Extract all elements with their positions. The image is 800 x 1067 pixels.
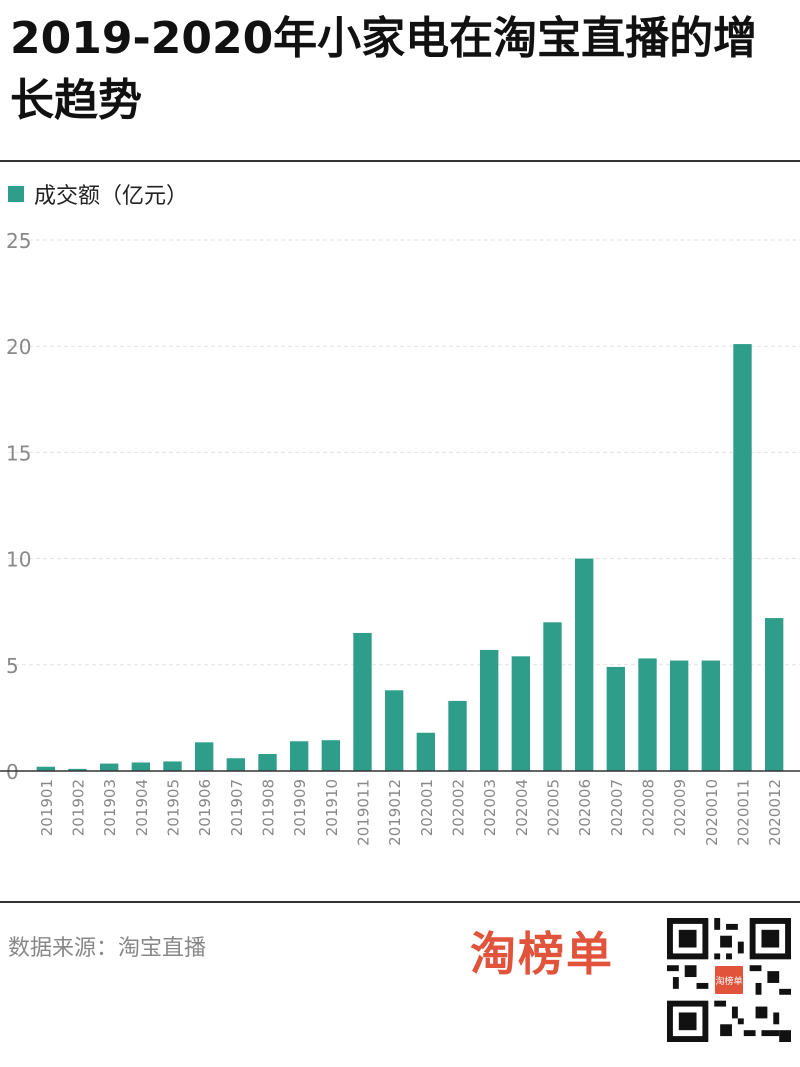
bar xyxy=(226,758,246,771)
bar xyxy=(448,700,467,771)
y-tick-label: 25 xyxy=(6,229,31,253)
legend: 成交额（亿元） xyxy=(8,178,188,210)
bar-chart: 0 5 10 15 20 25 201901 201902 201903 201904 201905… xyxy=(0,229,800,846)
x-tick-label: 202001 xyxy=(418,779,436,836)
y-tick-label: 5 xyxy=(6,654,19,678)
bar xyxy=(353,632,372,771)
bar xyxy=(321,740,341,771)
bar xyxy=(416,732,436,771)
x-tick-label: 202002 xyxy=(450,779,468,836)
bar xyxy=(669,660,689,771)
x-tick-label: 201907 xyxy=(228,779,246,836)
bar xyxy=(764,618,784,771)
x-tick-label: 2020010 xyxy=(703,779,721,846)
bar xyxy=(99,763,119,771)
x-tick-label: 202003 xyxy=(481,779,499,836)
bar xyxy=(68,768,87,771)
top-divider xyxy=(0,160,800,162)
x-tick-label: 201903 xyxy=(101,779,119,836)
bar xyxy=(289,741,309,771)
qr-center-logo: 淘榜单 xyxy=(712,963,746,997)
bar xyxy=(163,761,182,771)
data-source: 数据来源：淘宝直播 xyxy=(8,936,207,961)
y-tick-label: 0 xyxy=(6,760,19,784)
y-tick-label: 20 xyxy=(6,335,31,359)
x-tick-label: 202009 xyxy=(671,779,689,836)
brand-logo: 淘榜单 xyxy=(470,927,614,981)
x-tick-label: 202004 xyxy=(513,779,531,836)
bar xyxy=(511,656,531,771)
bar xyxy=(733,344,752,771)
bar xyxy=(131,762,151,771)
x-tick-label: 201906 xyxy=(196,779,214,836)
x-tick-label: 201905 xyxy=(165,779,183,836)
bar xyxy=(258,754,277,771)
x-tick-label: 202005 xyxy=(545,779,563,836)
bottom-divider xyxy=(0,901,800,903)
x-tick-label: 2020011 xyxy=(735,779,753,846)
x-tick-label: 2019012 xyxy=(386,779,404,846)
x-tick-label: 201901 xyxy=(38,779,56,836)
x-tick-label: 202008 xyxy=(640,779,658,836)
x-tick-label: 201910 xyxy=(323,779,341,836)
x-tick-label: 2020012 xyxy=(766,779,784,846)
x-tick-label: 201908 xyxy=(260,779,278,836)
bar xyxy=(638,658,657,771)
bar xyxy=(36,766,56,771)
bar xyxy=(543,622,562,771)
x-tick-label: 201909 xyxy=(291,779,309,836)
x-tick-label: 202006 xyxy=(576,779,594,836)
bar xyxy=(574,558,594,771)
legend-label: 成交额（亿元） xyxy=(34,184,189,209)
bar xyxy=(606,666,626,771)
bar xyxy=(194,742,214,771)
x-tick-label: 201902 xyxy=(70,779,88,836)
bar xyxy=(384,690,404,771)
y-tick-label: 10 xyxy=(6,548,31,572)
x-tick-label: 201904 xyxy=(133,779,151,836)
legend-swatch xyxy=(8,186,24,202)
x-tick-label: 202007 xyxy=(608,779,626,836)
x-tick-label: 2019011 xyxy=(355,779,373,846)
y-tick-label: 15 xyxy=(6,441,31,465)
bar xyxy=(701,660,721,771)
bar xyxy=(479,649,499,771)
chart-title: 2019-2020年小家电在淘宝直播的增长趋势 xyxy=(10,13,758,126)
qr-code[interactable] xyxy=(667,918,791,1042)
